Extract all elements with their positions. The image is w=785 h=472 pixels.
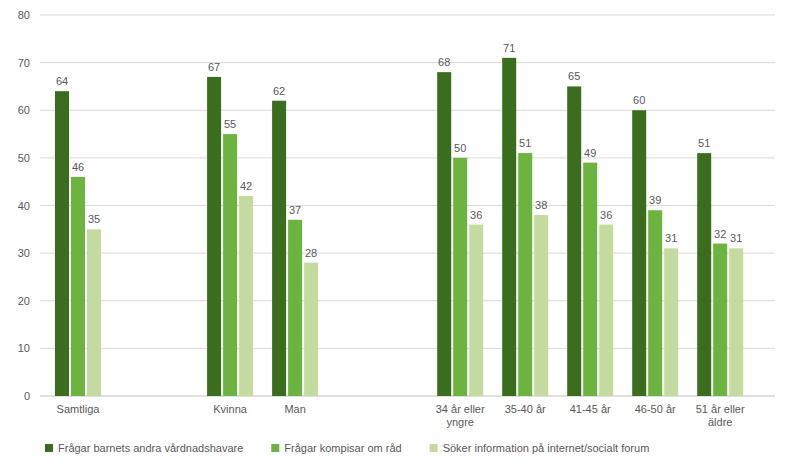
bar: [223, 134, 237, 396]
data-label: 31: [730, 232, 742, 244]
x-tick-label: Kvinna: [213, 403, 248, 415]
data-label: 31: [665, 232, 677, 244]
bar: [437, 72, 451, 396]
legend-swatch: [271, 444, 279, 452]
legend: Frågar barnets andra vårdnadshavare Fråga…: [45, 442, 649, 454]
data-label: 32: [714, 228, 726, 240]
bar: [239, 196, 253, 396]
data-label: 68: [438, 56, 450, 68]
bars: [55, 58, 743, 396]
data-label: 65: [568, 70, 580, 82]
grid-line: [40, 15, 775, 16]
data-labels: 64 67 62 68 71 65 60 51 46 55 37 50 51 49 39 32 35 42 28 36…: [56, 42, 742, 259]
chart-svg: 0 10 20 30 40 50 60 70 80 64 67 62 68 71 65 60 51 46 55 37 5…: [0, 0, 785, 472]
chart-container: 0 10 20 30 40 50 60 70 80 64 67 62 68 71 65 60 51 46 55 37 5…: [0, 0, 785, 472]
data-label: 49: [584, 147, 596, 159]
bar: [713, 244, 727, 396]
data-label: 37: [289, 204, 301, 216]
y-tick-label: 30: [18, 247, 30, 259]
bar: [567, 86, 581, 396]
data-label: 36: [470, 209, 482, 221]
data-label: 50: [454, 142, 466, 154]
bar: [697, 153, 711, 396]
bar: [518, 153, 532, 396]
x-tick-label: 35-40 år: [505, 403, 546, 415]
bar: [534, 215, 548, 396]
bar: [729, 248, 743, 396]
y-tick-label: 0: [24, 390, 30, 402]
x-tick-label: Samtliga: [57, 403, 101, 415]
bar: [71, 177, 85, 396]
legend-swatch: [45, 444, 53, 452]
y-tick-label: 80: [18, 9, 30, 21]
bar: [648, 210, 662, 396]
data-label: 42: [240, 180, 252, 192]
x-tick-label: Man: [284, 403, 305, 415]
bar: [304, 263, 318, 396]
x-tick-label: 41-45 år: [570, 403, 611, 415]
bar: [55, 91, 69, 396]
bar: [87, 229, 101, 396]
legend-swatch: [430, 444, 438, 452]
bar: [583, 163, 597, 396]
data-label: 51: [698, 137, 710, 149]
data-label: 62: [273, 85, 285, 97]
y-tick-label: 40: [18, 200, 30, 212]
bar: [632, 110, 646, 396]
y-tick-label: 70: [18, 57, 30, 69]
bar: [469, 225, 483, 396]
legend-label: Frågar kompisar om råd: [284, 442, 401, 454]
data-label: 39: [649, 194, 661, 206]
bar: [453, 158, 467, 396]
y-tick-label: 60: [18, 104, 30, 116]
grid-line: [40, 110, 775, 111]
legend-label: Frågar barnets andra vårdnadshavare: [58, 442, 243, 454]
data-label: 55: [224, 118, 236, 130]
bar: [272, 101, 286, 396]
x-tick-label: 34 år elleryngre: [436, 403, 485, 428]
data-label: 36: [600, 209, 612, 221]
data-label: 67: [208, 61, 220, 73]
y-tick-label: 50: [18, 152, 30, 164]
data-label: 60: [633, 94, 645, 106]
data-label: 28: [305, 247, 317, 259]
grid-line: [40, 205, 775, 206]
y-tick-label: 10: [18, 342, 30, 354]
data-label: 51: [519, 137, 531, 149]
legend-label: Söker information på internet/socialt fo…: [443, 442, 650, 454]
x-tick-label: 51 år elleräldre: [696, 403, 745, 428]
grid-line: [40, 157, 775, 158]
bar: [502, 58, 516, 396]
data-label: 71: [503, 42, 515, 54]
data-label: 64: [56, 75, 68, 87]
bar: [664, 248, 678, 396]
bar: [207, 77, 221, 396]
data-label: 46: [72, 161, 84, 173]
grid-line: [40, 62, 775, 63]
x-tick-label: 46-50 år: [635, 403, 676, 415]
data-label: 35: [88, 213, 100, 225]
bar: [288, 220, 302, 396]
data-label: 38: [535, 199, 547, 211]
bar: [599, 225, 613, 396]
y-tick-label: 20: [18, 295, 30, 307]
